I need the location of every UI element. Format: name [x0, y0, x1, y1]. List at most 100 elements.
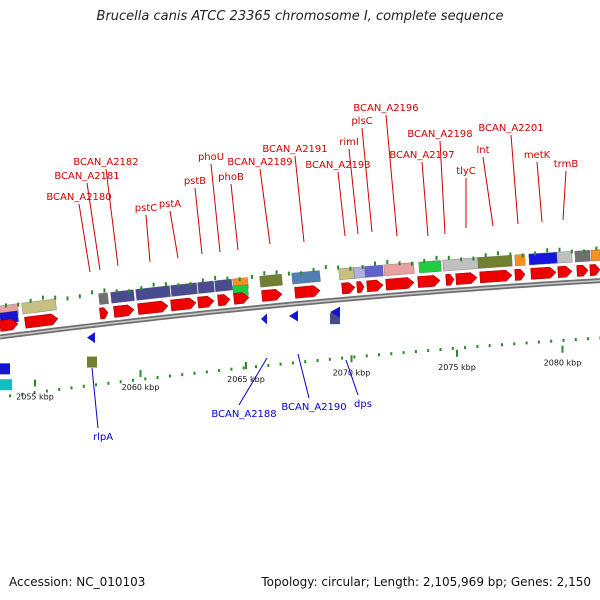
cog-block-13	[338, 267, 355, 280]
gc-marker-top	[460, 257, 463, 262]
gc-marker-top	[497, 251, 499, 256]
cog-block-2	[21, 298, 57, 315]
cog-block-20	[514, 254, 526, 267]
gene-label-tlyC: tlyC	[456, 166, 476, 177]
cog-block-12	[291, 270, 321, 285]
gene-label-BCAN_A2193: BCAN_A2193	[305, 160, 370, 171]
gc-marker-top	[435, 255, 438, 260]
gc-marker-top	[312, 267, 315, 272]
cog-block-3	[98, 292, 109, 305]
cog-block-24	[590, 249, 600, 262]
callout-line-reverse	[91, 367, 99, 429]
callout-line-forward	[86, 182, 101, 271]
callout-line-forward	[361, 127, 373, 233]
gc-marker-top	[361, 265, 364, 270]
gc-marker-top	[251, 274, 253, 279]
gene-label-BCAN_A2190: BCAN_A2190	[281, 402, 346, 413]
scale-tick-layer: 2055 kbp 2060 kbp 2065 kbp 2070 kbp 2075 kbp…	[5, 246, 600, 402]
kbp-label-2065: 2065 kbp	[227, 375, 265, 384]
callout-line-forward	[294, 155, 305, 243]
gc-marker-bottom	[328, 357, 331, 361]
gc-marker-top	[17, 302, 20, 307]
gc-marker-top	[5, 303, 7, 308]
gc-marker-bottom	[58, 387, 61, 391]
cds-forward-arrow-5	[170, 297, 197, 312]
callout-line-forward	[482, 156, 494, 227]
gc-marker-top	[337, 265, 340, 270]
gc-marker-bottom	[464, 346, 467, 350]
cds-forward-arrow-18	[479, 269, 513, 284]
gc-marker-bottom	[525, 341, 528, 345]
callout-line-forward	[105, 168, 119, 267]
cog-feature-layer	[0, 249, 600, 391]
gc-marker-bottom	[193, 371, 196, 375]
cds-forward-arrow-10	[294, 285, 321, 299]
cds-forward-arrow-23	[589, 264, 600, 276]
kbp-label-2080: 2080 kbp	[544, 359, 582, 368]
gene-label-pstB: pstB	[184, 176, 206, 187]
cds-forward-arrow-17	[455, 272, 478, 285]
cds-forward-arrow-0	[0, 318, 19, 332]
gc-marker-top	[546, 248, 549, 253]
gc-marker-top	[570, 249, 573, 254]
callout-line-reverse	[345, 359, 359, 396]
cog-block-21	[528, 252, 558, 266]
cds-forward-arrow-15	[417, 275, 441, 288]
accession-text: Accession: NC_010103	[9, 575, 146, 589]
gene-label-BCAN_A2189: BCAN_A2189	[227, 157, 292, 168]
gc-marker-bottom	[168, 374, 171, 378]
gc-marker-top	[521, 253, 524, 258]
kbp-label-2055: 2055 kbp	[16, 393, 54, 402]
gc-marker-bottom	[587, 337, 590, 341]
callout-line-forward	[169, 210, 179, 259]
gc-marker-bottom	[451, 347, 454, 351]
cog-block-11	[259, 273, 283, 288]
gc-marker-bottom	[82, 384, 85, 388]
gene-label-BCAN_A2181: BCAN_A2181	[54, 171, 119, 182]
gc-marker-top	[91, 290, 94, 295]
gc-marker-top	[324, 265, 327, 270]
gc-marker-top	[41, 295, 44, 300]
gene-label-BCAN_A2191: BCAN_A2191	[262, 144, 327, 155]
cds-forward-arrow-2	[99, 307, 109, 320]
gc-marker-bottom	[390, 352, 393, 356]
cds-reverse-arrow-0	[87, 332, 95, 344]
gene-label-phoU: phoU	[198, 152, 224, 163]
gc-marker-top	[103, 288, 106, 293]
gc-marker-top	[386, 259, 389, 264]
gc-marker-top	[558, 247, 561, 252]
gc-marker-top	[214, 275, 217, 280]
callout-line-forward	[194, 187, 203, 255]
gc-marker-bottom	[378, 353, 380, 357]
gc-marker-bottom	[291, 361, 294, 365]
gc-marker-bottom	[439, 348, 442, 352]
gc-marker-top	[263, 271, 266, 276]
gc-marker-top	[29, 298, 32, 303]
gc-marker-bottom	[144, 377, 147, 381]
gene-label-BCAN_A2182: BCAN_A2182	[73, 157, 138, 168]
gc-marker-bottom	[304, 360, 307, 364]
callout-line-forward	[337, 171, 346, 237]
backbone-highlight	[0, 279, 600, 338]
callout-line-forward	[421, 161, 429, 237]
cds-forward-arrow-13	[366, 279, 384, 293]
gc-marker-bottom	[205, 370, 208, 374]
callout-line-forward	[230, 183, 239, 251]
cds-forward-arrow-9	[261, 288, 283, 302]
callout-line-forward	[385, 114, 398, 237]
gc-marker-bottom	[550, 339, 553, 343]
gc-marker-top	[300, 271, 303, 276]
kbp-label-2075: 2075 kbp	[438, 363, 476, 372]
cog-block-reverse-0	[0, 363, 10, 375]
gene-label-rimI: rimI	[339, 137, 359, 148]
gc-marker-bottom	[267, 363, 270, 367]
gene-label-lnt: lnt	[476, 145, 489, 156]
gene-label-pstA: pstA	[159, 199, 181, 210]
gc-marker-top	[66, 296, 69, 301]
gc-marker-bottom	[156, 375, 159, 379]
gc-marker-bottom	[427, 349, 430, 353]
cds-reverse-arrow-3	[330, 306, 340, 318]
gc-marker-bottom	[488, 344, 491, 348]
callout-line-forward	[259, 168, 271, 245]
callout-line-forward	[210, 163, 221, 253]
